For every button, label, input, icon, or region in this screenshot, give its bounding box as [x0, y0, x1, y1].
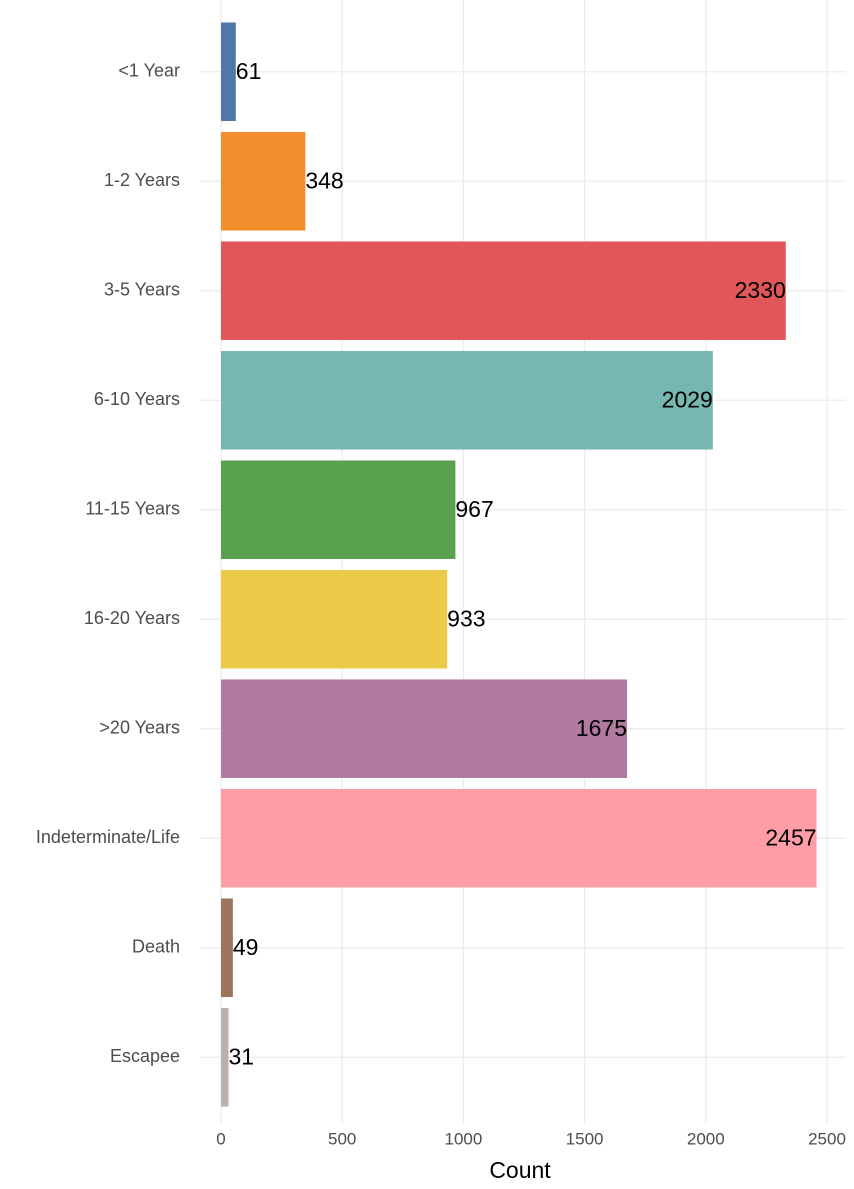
bar — [221, 569, 448, 669]
y-tick-label: Death — [132, 937, 180, 957]
value-label: 31 — [229, 1043, 255, 1069]
bar — [221, 679, 628, 779]
y-tick-label: 6-10 Years — [94, 389, 180, 409]
x-tick-label: 0 — [216, 1129, 225, 1148]
value-label: 933 — [447, 605, 485, 631]
y-tick-label: <1 Year — [118, 61, 180, 81]
y-tick-label: 11-15 Years — [85, 499, 180, 519]
value-label: 2330 — [735, 277, 786, 303]
value-label: 967 — [455, 496, 493, 522]
y-tick-label: Indeterminate/Life — [36, 827, 180, 847]
bar — [221, 898, 233, 998]
bar — [221, 350, 713, 450]
bar — [221, 241, 786, 341]
y-tick-label: Escapee — [110, 1046, 180, 1066]
y-tick-label: >20 Years — [99, 718, 180, 738]
y-tick-label: 3-5 Years — [104, 280, 180, 300]
bar — [221, 22, 236, 122]
bar — [221, 131, 306, 231]
value-label: 2029 — [662, 386, 713, 412]
value-label: 1675 — [576, 715, 627, 741]
value-label: 61 — [236, 58, 262, 84]
bar — [221, 460, 456, 560]
x-tick-label: 2000 — [687, 1129, 725, 1148]
bar — [221, 1007, 229, 1107]
x-tick-label: 1500 — [566, 1129, 604, 1148]
value-label: 348 — [305, 167, 343, 193]
x-tick-label: 1000 — [444, 1129, 482, 1148]
x-tick-label: 2500 — [808, 1129, 846, 1148]
x-tick-label: 500 — [328, 1129, 356, 1148]
value-label: 2457 — [765, 824, 816, 850]
x-axis-title: Count — [489, 1157, 551, 1183]
y-tick-label: 1-2 Years — [104, 170, 180, 190]
y-tick-label: 16-20 Years — [84, 608, 180, 628]
value-label: 49 — [233, 934, 259, 960]
bar — [221, 788, 817, 888]
